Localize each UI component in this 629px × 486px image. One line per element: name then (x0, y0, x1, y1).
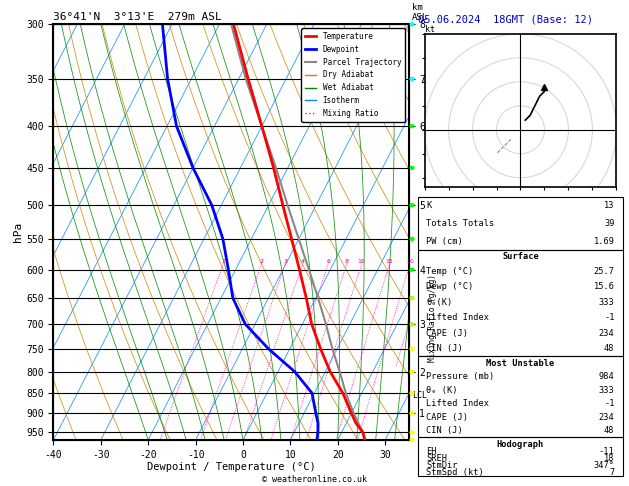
Text: 7: 7 (610, 469, 615, 477)
Text: Most Unstable: Most Unstable (486, 359, 555, 367)
Text: Dewp (°C): Dewp (°C) (426, 282, 474, 292)
Text: 36°41'N  3°13'E  279m ASL: 36°41'N 3°13'E 279m ASL (53, 12, 222, 22)
Text: 39: 39 (604, 219, 615, 228)
Text: Mixing Ratio (g/kg): Mixing Ratio (g/kg) (428, 275, 437, 362)
Text: 333: 333 (599, 386, 615, 395)
Text: Lifted Index: Lifted Index (426, 313, 489, 322)
Text: kt: kt (425, 25, 435, 34)
Text: 6: 6 (326, 259, 330, 264)
Text: θₑ (K): θₑ (K) (426, 386, 458, 395)
Text: 25.7: 25.7 (594, 267, 615, 276)
Text: 4: 4 (301, 259, 304, 264)
Text: CIN (J): CIN (J) (426, 344, 463, 353)
Bar (418, 437, 623, 476)
Text: 8: 8 (345, 259, 348, 264)
Text: StmDir: StmDir (426, 461, 458, 470)
Bar (418, 197, 623, 250)
Text: -11: -11 (599, 447, 615, 456)
Text: 984: 984 (599, 372, 615, 382)
Text: 333: 333 (599, 298, 615, 307)
Text: 48: 48 (604, 344, 615, 353)
Text: CIN (J): CIN (J) (426, 426, 463, 435)
Text: Lifted Index: Lifted Index (426, 399, 489, 408)
Text: Surface: Surface (502, 252, 539, 261)
Text: LCL: LCL (413, 391, 427, 399)
Text: 10: 10 (358, 259, 365, 264)
Text: Temp (°C): Temp (°C) (426, 267, 474, 276)
Text: Totals Totals: Totals Totals (426, 219, 495, 228)
Text: 234: 234 (599, 329, 615, 338)
Text: 15: 15 (386, 259, 394, 264)
Bar (418, 250, 623, 356)
Text: 20: 20 (406, 259, 414, 264)
Text: EH: EH (426, 447, 437, 456)
Text: 1: 1 (221, 259, 225, 264)
Text: Hodograph: Hodograph (497, 440, 544, 449)
Text: 2: 2 (260, 259, 264, 264)
Text: 05.06.2024  18GMT (Base: 12): 05.06.2024 18GMT (Base: 12) (418, 15, 593, 25)
Bar (418, 356, 623, 437)
Text: CAPE (J): CAPE (J) (426, 413, 469, 421)
Text: 13: 13 (604, 201, 615, 210)
Text: 18: 18 (604, 454, 615, 463)
Text: StmSpd (kt): StmSpd (kt) (426, 469, 484, 477)
Text: 48: 48 (604, 426, 615, 435)
Text: SREH: SREH (426, 454, 447, 463)
Text: 15.6: 15.6 (594, 282, 615, 292)
Text: 1.69: 1.69 (594, 237, 615, 245)
Text: 347°: 347° (594, 461, 615, 470)
Text: θₑ(K): θₑ(K) (426, 298, 453, 307)
Text: CAPE (J): CAPE (J) (426, 329, 469, 338)
Text: -1: -1 (604, 313, 615, 322)
X-axis label: Dewpoint / Temperature (°C): Dewpoint / Temperature (°C) (147, 462, 316, 472)
Text: 3: 3 (283, 259, 287, 264)
Text: © weatheronline.co.uk: © weatheronline.co.uk (262, 474, 367, 484)
Text: Pressure (mb): Pressure (mb) (426, 372, 495, 382)
Text: 234: 234 (599, 413, 615, 421)
Text: -1: -1 (604, 399, 615, 408)
Text: km
ASL: km ASL (412, 3, 428, 22)
Legend: Temperature, Dewpoint, Parcel Trajectory, Dry Adiabat, Wet Adiabat, Isotherm, Mi: Temperature, Dewpoint, Parcel Trajectory… (301, 28, 405, 122)
Y-axis label: hPa: hPa (13, 222, 23, 242)
Text: K: K (426, 201, 431, 210)
Text: PW (cm): PW (cm) (426, 237, 463, 245)
